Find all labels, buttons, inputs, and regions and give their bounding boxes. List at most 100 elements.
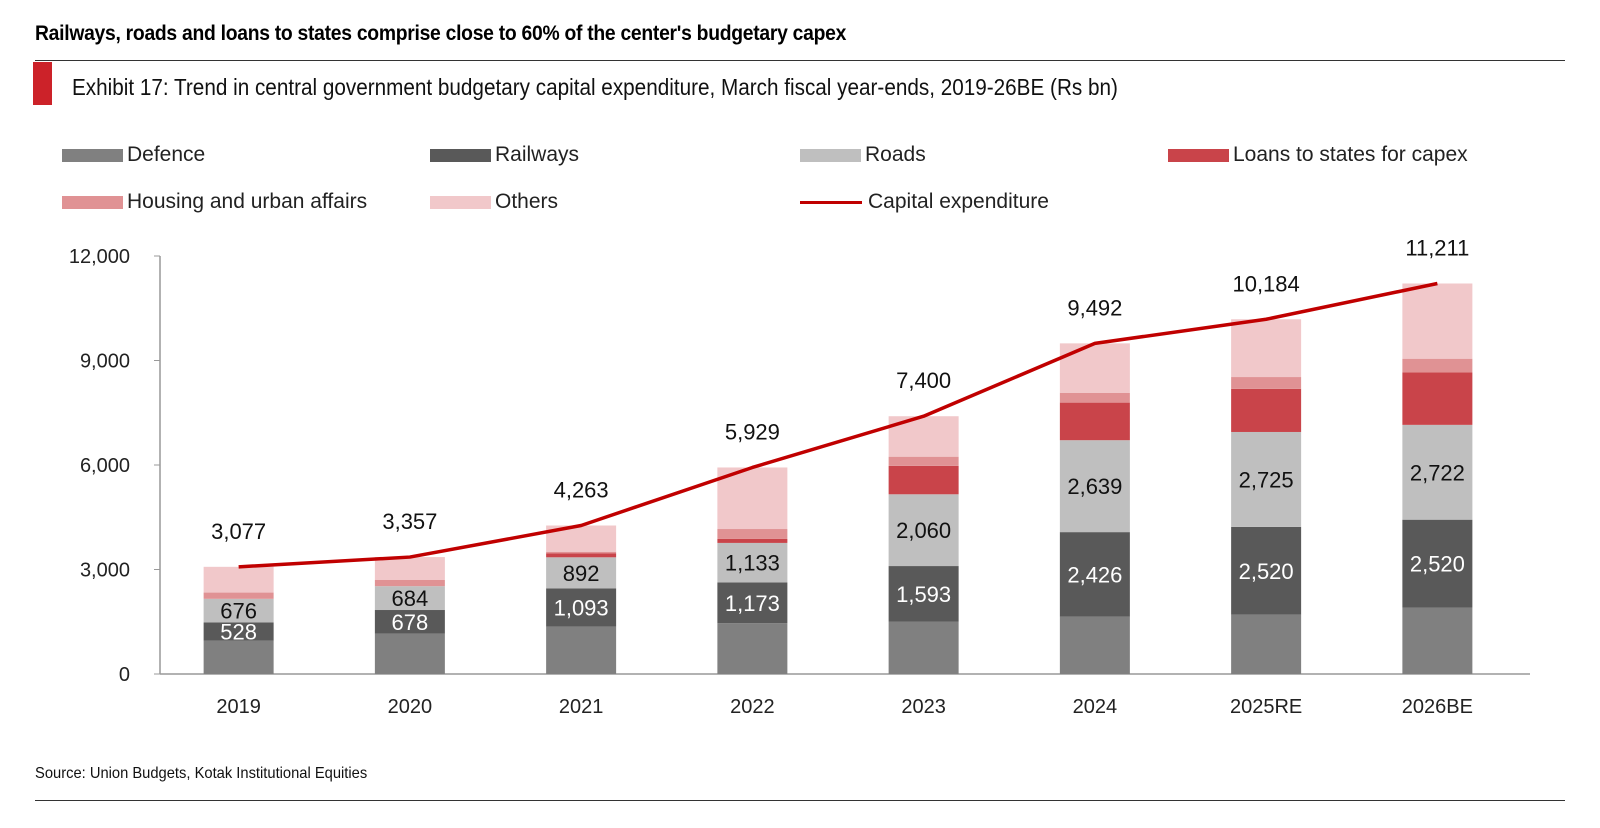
capex-value-label: 9,492 [1067, 295, 1122, 320]
bar-segment-housing-and-urban-affairs [888, 456, 959, 466]
bar-segment-roads [203, 598, 274, 623]
x-tick-label: 2023 [901, 696, 946, 718]
exhibit-marker [33, 62, 52, 105]
segment-value-label: 2,725 [1239, 467, 1294, 492]
capex-line [238, 281, 1438, 569]
bar-segment-housing-and-urban-affairs [717, 529, 788, 539]
segment-value-label: 2,060 [896, 518, 951, 543]
bar-segment-railways [717, 582, 788, 624]
legend-loans: Loans to states for capex [1168, 143, 1468, 167]
bar-segment-loans-to-states-for-capex [1402, 372, 1473, 425]
bar-segment-railways [888, 566, 959, 622]
capex-value-label: 3,357 [382, 509, 437, 534]
legend-label: Capital expenditure [868, 190, 1049, 213]
bar-segment-defence [1231, 614, 1302, 674]
capex-value-label: 11,211 [1405, 235, 1469, 260]
y-tick-label: 3,000 [80, 560, 130, 582]
x-tick-label: 2019 [216, 696, 261, 718]
bar-segment-others [717, 467, 788, 530]
bar-segment-defence [1059, 616, 1130, 674]
bar-segment-defence [374, 633, 445, 674]
bar-segment-railways [1231, 526, 1302, 615]
bar-segment-loans-to-states-for-capex [888, 465, 959, 495]
chart-title: Exhibit 17: Trend in central government … [72, 74, 1118, 100]
capex-value-label: 10,184 [1232, 271, 1299, 296]
legend-swatch [62, 195, 123, 209]
segment-value-label: 528 [220, 620, 257, 645]
legend-swatch [430, 195, 491, 209]
bar-segment-defence [546, 626, 617, 674]
bar-segment-defence [717, 623, 788, 674]
x-tick-label: 2022 [730, 696, 775, 718]
segment-value-label: 2,520 [1239, 559, 1294, 584]
segment-value-label: 1,593 [896, 582, 951, 607]
bar-segment-others [203, 566, 274, 593]
bar-segment-roads [888, 494, 959, 567]
segment-value-label: 678 [392, 610, 429, 635]
bar-segment-loans-to-states-for-capex [1059, 402, 1130, 441]
bar-segment-housing-and-urban-affairs [1402, 358, 1473, 373]
segment-value-label: 2,639 [1067, 474, 1122, 499]
bar-segment-roads [717, 542, 788, 583]
bar-segment-others [1059, 343, 1130, 393]
capex-value-label: 3,077 [211, 519, 266, 544]
legend-capex-line: Capital expenditure [800, 190, 1049, 214]
segment-value-label: 2,722 [1410, 460, 1465, 485]
legend-swatch [1168, 148, 1229, 162]
legend-label: Roads [865, 143, 926, 166]
segment-value-label: 892 [563, 561, 600, 586]
legend-swatch [430, 148, 491, 162]
segment-value-label: 1,093 [554, 595, 609, 620]
legend-label: Others [495, 190, 559, 213]
y-tick-label: 0 [119, 664, 130, 686]
divider [35, 800, 1565, 801]
legend-label: Housing and urban affairs [127, 190, 368, 213]
bar-segment-housing-and-urban-affairs [374, 579, 445, 587]
segment-value-label: 2,426 [1067, 562, 1122, 587]
source-note: Source: Union Budgets, Kotak Institution… [35, 765, 368, 782]
bar-segment-roads [374, 586, 445, 611]
segment-value-label: 1,133 [725, 551, 780, 576]
bar-segment-housing-and-urban-affairs [1231, 377, 1302, 389]
bar-segment-roads [1402, 424, 1473, 520]
bar-segment-roads [1231, 431, 1302, 527]
legend-swatch [62, 148, 123, 162]
y-tick-label: 6,000 [80, 455, 130, 477]
bar-segment-loans-to-states-for-capex [1231, 388, 1302, 432]
bar-segment-loans-to-states-for-capex [717, 538, 788, 543]
bar-segment-defence [1402, 607, 1473, 674]
legend-roads: Roads [800, 143, 926, 167]
segment-value-label: 1,173 [725, 591, 780, 616]
bar-segment-railways [1059, 532, 1130, 617]
headline: Railways, roads and loans to states comp… [35, 22, 847, 45]
x-tick-label: 2026BE [1402, 696, 1473, 718]
bar-segment-others [374, 557, 445, 580]
legend-swatch [800, 148, 861, 162]
legend-railways: Railways [430, 143, 579, 167]
bar-segment-others [1402, 283, 1473, 359]
bar-segment-housing-and-urban-affairs [203, 592, 274, 599]
legend-others: Others [430, 190, 558, 214]
x-tick-label: 2024 [1073, 696, 1118, 718]
bar-segment-housing-and-urban-affairs [546, 551, 617, 554]
capex-value-label: 4,263 [554, 478, 609, 503]
bar-segment-railways [374, 610, 445, 634]
bar-segment-railways [1402, 519, 1473, 608]
x-tick-label: 2025RE [1230, 696, 1302, 718]
legend-label: Defence [127, 143, 206, 166]
legend-label: Railways [495, 143, 580, 166]
segment-value-label: 684 [392, 586, 429, 611]
bar-segment-others [1231, 319, 1302, 378]
bar-segment-railways [546, 588, 617, 627]
x-tick-label: 2020 [388, 696, 433, 718]
segment-value-label: 676 [220, 599, 257, 624]
y-tick-label: 12,000 [69, 246, 130, 268]
segment-value-label: 2,520 [1410, 552, 1465, 577]
capex-value-label: 7,400 [896, 368, 951, 393]
bar-segment-loans-to-states-for-capex [546, 553, 617, 558]
bar-segment-roads [546, 557, 617, 589]
bar-segment-housing-and-urban-affairs [1059, 392, 1130, 403]
legend-line-swatch [800, 200, 862, 204]
capex-value-label: 5,929 [725, 419, 780, 444]
